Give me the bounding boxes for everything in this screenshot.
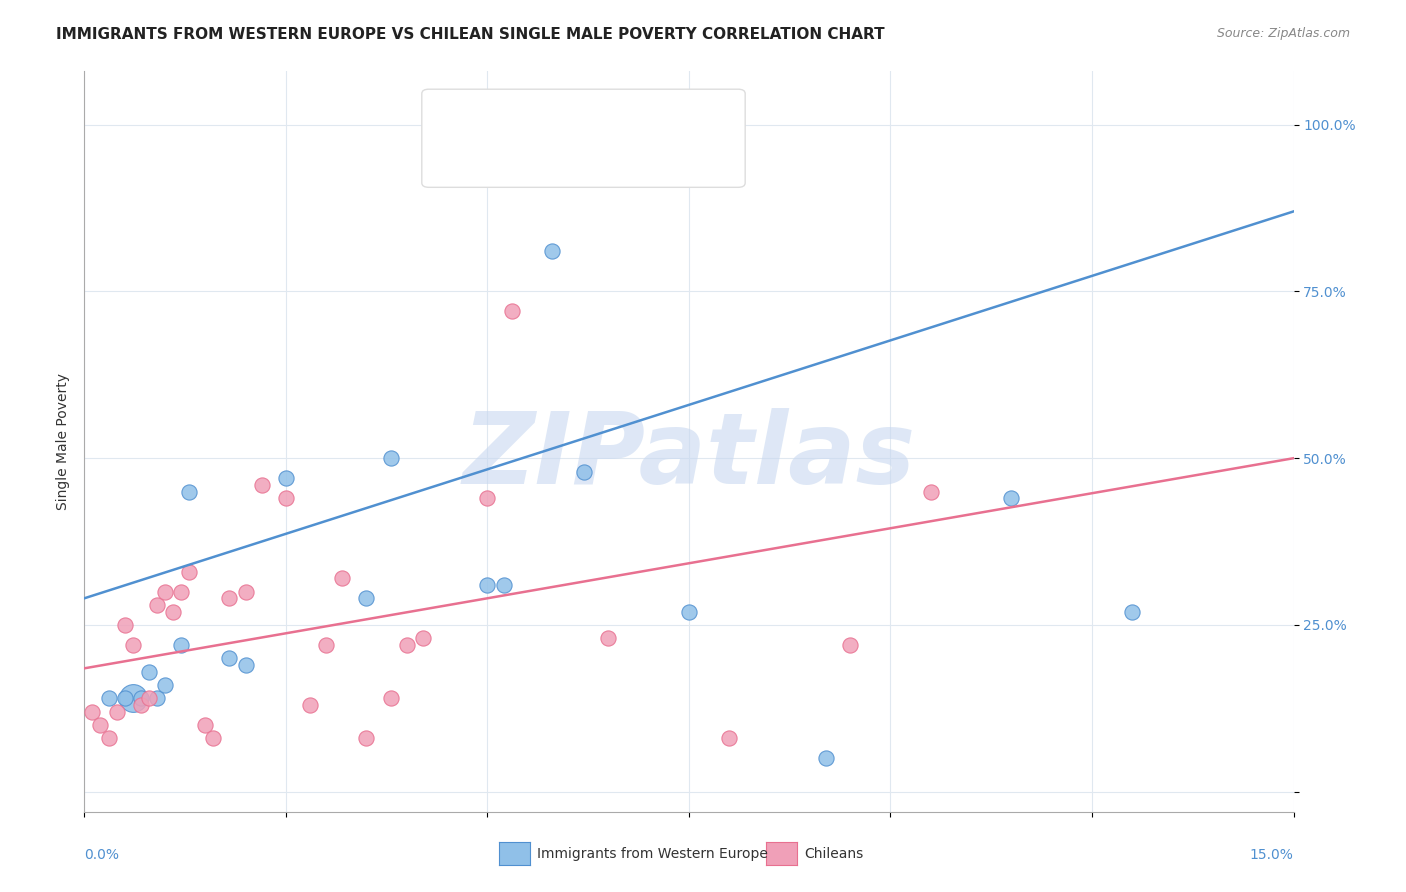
Point	[315, 638, 337, 652]
Point	[299, 698, 322, 712]
Text: R = 0.456: R = 0.456	[482, 116, 558, 131]
Point	[89, 718, 111, 732]
Point	[356, 731, 378, 746]
Text: Chileans: Chileans	[804, 847, 863, 861]
Point	[153, 678, 176, 692]
Text: 15.0%: 15.0%	[1250, 848, 1294, 863]
Point	[162, 605, 184, 619]
Point	[839, 638, 862, 652]
Point	[114, 691, 136, 706]
Point	[678, 605, 700, 619]
Point	[114, 618, 136, 632]
Point	[179, 484, 201, 499]
Point	[412, 632, 434, 646]
Point	[395, 638, 418, 652]
Point	[129, 691, 152, 706]
Point	[501, 304, 523, 318]
Point	[477, 491, 499, 506]
Point	[235, 657, 257, 672]
Point	[718, 731, 741, 746]
Point	[541, 244, 564, 259]
Text: ZIPatlas: ZIPatlas	[463, 408, 915, 505]
Point	[598, 632, 620, 646]
Point	[235, 584, 257, 599]
Point	[121, 691, 143, 706]
Text: R = 0.495: R = 0.495	[482, 149, 558, 164]
Point	[330, 571, 353, 585]
Point	[138, 665, 160, 679]
Point	[146, 691, 169, 706]
Point	[814, 751, 837, 765]
Point	[129, 698, 152, 712]
Point	[1121, 605, 1143, 619]
Text: Immigrants from Western Europe: Immigrants from Western Europe	[537, 847, 768, 861]
Point	[179, 565, 201, 579]
Y-axis label: Single Male Poverty: Single Male Poverty	[56, 373, 70, 510]
Text: Source: ZipAtlas.com: Source: ZipAtlas.com	[1216, 27, 1350, 40]
Point	[194, 718, 217, 732]
Point	[250, 478, 273, 492]
Point	[920, 484, 942, 499]
Point	[146, 598, 169, 612]
Point	[572, 465, 595, 479]
Text: IMMIGRANTS FROM WESTERN EUROPE VS CHILEAN SINGLE MALE POVERTY CORRELATION CHART: IMMIGRANTS FROM WESTERN EUROPE VS CHILEA…	[56, 27, 884, 42]
Point	[202, 731, 225, 746]
Point	[138, 691, 160, 706]
Point	[121, 638, 143, 652]
Point	[153, 584, 176, 599]
Point	[97, 731, 120, 746]
Point	[380, 691, 402, 706]
Point	[356, 591, 378, 606]
Point	[274, 491, 297, 506]
Point	[492, 578, 515, 592]
Text: N = 21: N = 21	[612, 116, 665, 131]
Point	[105, 705, 128, 719]
Point	[218, 651, 240, 665]
Point	[82, 705, 104, 719]
Text: 0.0%: 0.0%	[84, 848, 120, 863]
Point	[477, 578, 499, 592]
Point	[218, 591, 240, 606]
Point	[380, 451, 402, 466]
Point	[1000, 491, 1022, 506]
Point	[274, 471, 297, 485]
Point	[170, 638, 193, 652]
Text: N = 32: N = 32	[612, 149, 665, 164]
Point	[170, 584, 193, 599]
Point	[97, 691, 120, 706]
